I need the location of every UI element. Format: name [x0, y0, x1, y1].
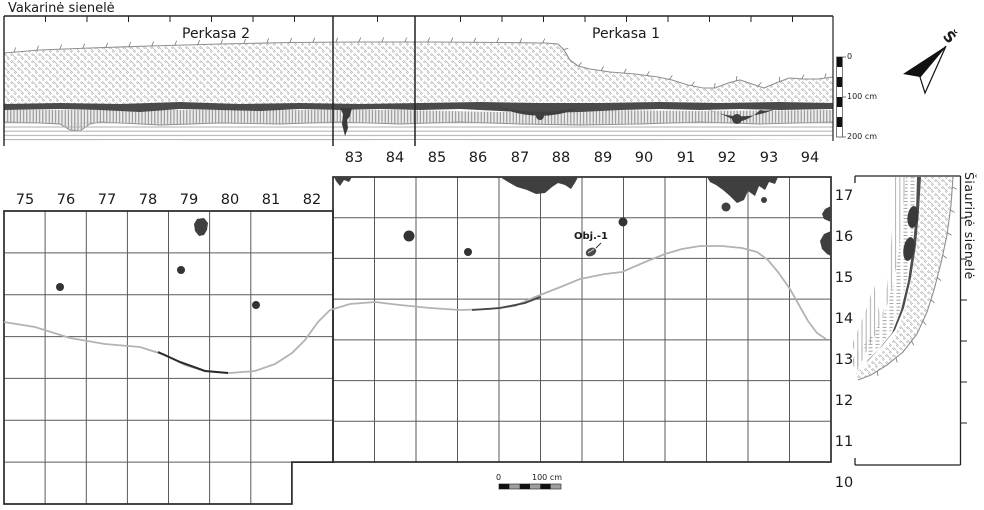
north-wall-profile [852, 175, 967, 466]
col-76: 76 [56, 192, 76, 208]
north-stipple-band [864, 177, 917, 360]
find-dot [403, 230, 415, 242]
find-dot [252, 301, 260, 309]
find-dot [464, 248, 472, 256]
north-dark-band [866, 177, 921, 363]
col-80: 80 [220, 192, 240, 208]
excavation-limit-dark-segment [471, 296, 541, 311]
find-dots [56, 217, 628, 309]
row-14: 14 [834, 311, 854, 327]
plan-scale-bar [498, 483, 562, 490]
north-surface-line [857, 176, 954, 381]
subsoil-layer [4, 110, 833, 131]
row-13: 13 [834, 352, 854, 368]
col-75: 75 [15, 192, 35, 208]
deep-layer [4, 122, 833, 141]
trench1-label: Perkasa 1 [592, 26, 660, 42]
col-81: 81 [261, 192, 281, 208]
col-85: 85 [427, 150, 447, 166]
plan-scale-100: 100 cm [532, 473, 563, 482]
col-77: 77 [97, 192, 117, 208]
north-dark-blob [903, 237, 915, 261]
north-arrow-icon [903, 45, 947, 95]
row-17: 17 [834, 188, 854, 204]
row-10: 10 [834, 475, 854, 491]
col-79: 79 [179, 192, 199, 208]
dark-feature-wedge [340, 108, 352, 136]
north-deep-layer [852, 177, 906, 372]
find-dot [177, 266, 185, 274]
dark-feature-right [700, 106, 780, 122]
find-dot [618, 217, 628, 227]
excavation-limit-dark-segment [157, 351, 229, 374]
col-90: 90 [634, 150, 654, 166]
grass-ticks [876, 186, 957, 377]
col-89: 89 [593, 150, 613, 166]
col-88: 88 [551, 150, 571, 166]
north-deep-band [852, 177, 906, 370]
plan-dark-features [194, 177, 831, 256]
col-87: 87 [510, 150, 530, 166]
col-86: 86 [468, 150, 488, 166]
west-wall-profile [3, 15, 834, 146]
north-wall-title: Šiaurinė sienelė [962, 172, 977, 280]
dark-feature-right-lobe [732, 114, 742, 124]
col-78: 78 [138, 192, 158, 208]
col-91: 91 [676, 150, 696, 166]
north-profile-ticks [960, 217, 967, 424]
object1-label: Obj.-1 [574, 231, 608, 242]
row-15: 15 [834, 270, 854, 286]
col-93: 93 [759, 150, 779, 166]
north-topsoil-band [856, 177, 953, 380]
west-wall-title: Vakarinė sienelė [8, 1, 115, 16]
col-82: 82 [302, 192, 322, 208]
col-92: 92 [717, 150, 737, 166]
dark-feature-mid-lobe [536, 112, 544, 120]
find-dot [56, 283, 64, 291]
mid-grid [332, 176, 832, 463]
profile-metre-ticks [45, 16, 793, 22]
north-dark-blob [907, 206, 919, 228]
object1-symbol [585, 242, 602, 257]
col-84: 84 [385, 150, 405, 166]
profile-scale-0: 0 [847, 52, 853, 61]
topsoil-layer [4, 42, 833, 105]
profile-scale-100: 100 cm [847, 92, 878, 101]
plan-scale-0: 0 [496, 473, 502, 482]
row-12: 12 [834, 393, 854, 409]
row-11: 11 [834, 434, 854, 450]
profile-scale-bar [836, 56, 846, 138]
col-94: 94 [800, 150, 820, 166]
trench2-label: Perkasa 2 [182, 26, 250, 42]
col-83: 83 [344, 150, 364, 166]
profile-scale-200: 200 cm [847, 132, 878, 141]
row-16: 16 [834, 229, 854, 245]
grass-ticks [13, 37, 827, 89]
dark-band [4, 102, 833, 113]
dark-feature-mid [498, 107, 580, 116]
